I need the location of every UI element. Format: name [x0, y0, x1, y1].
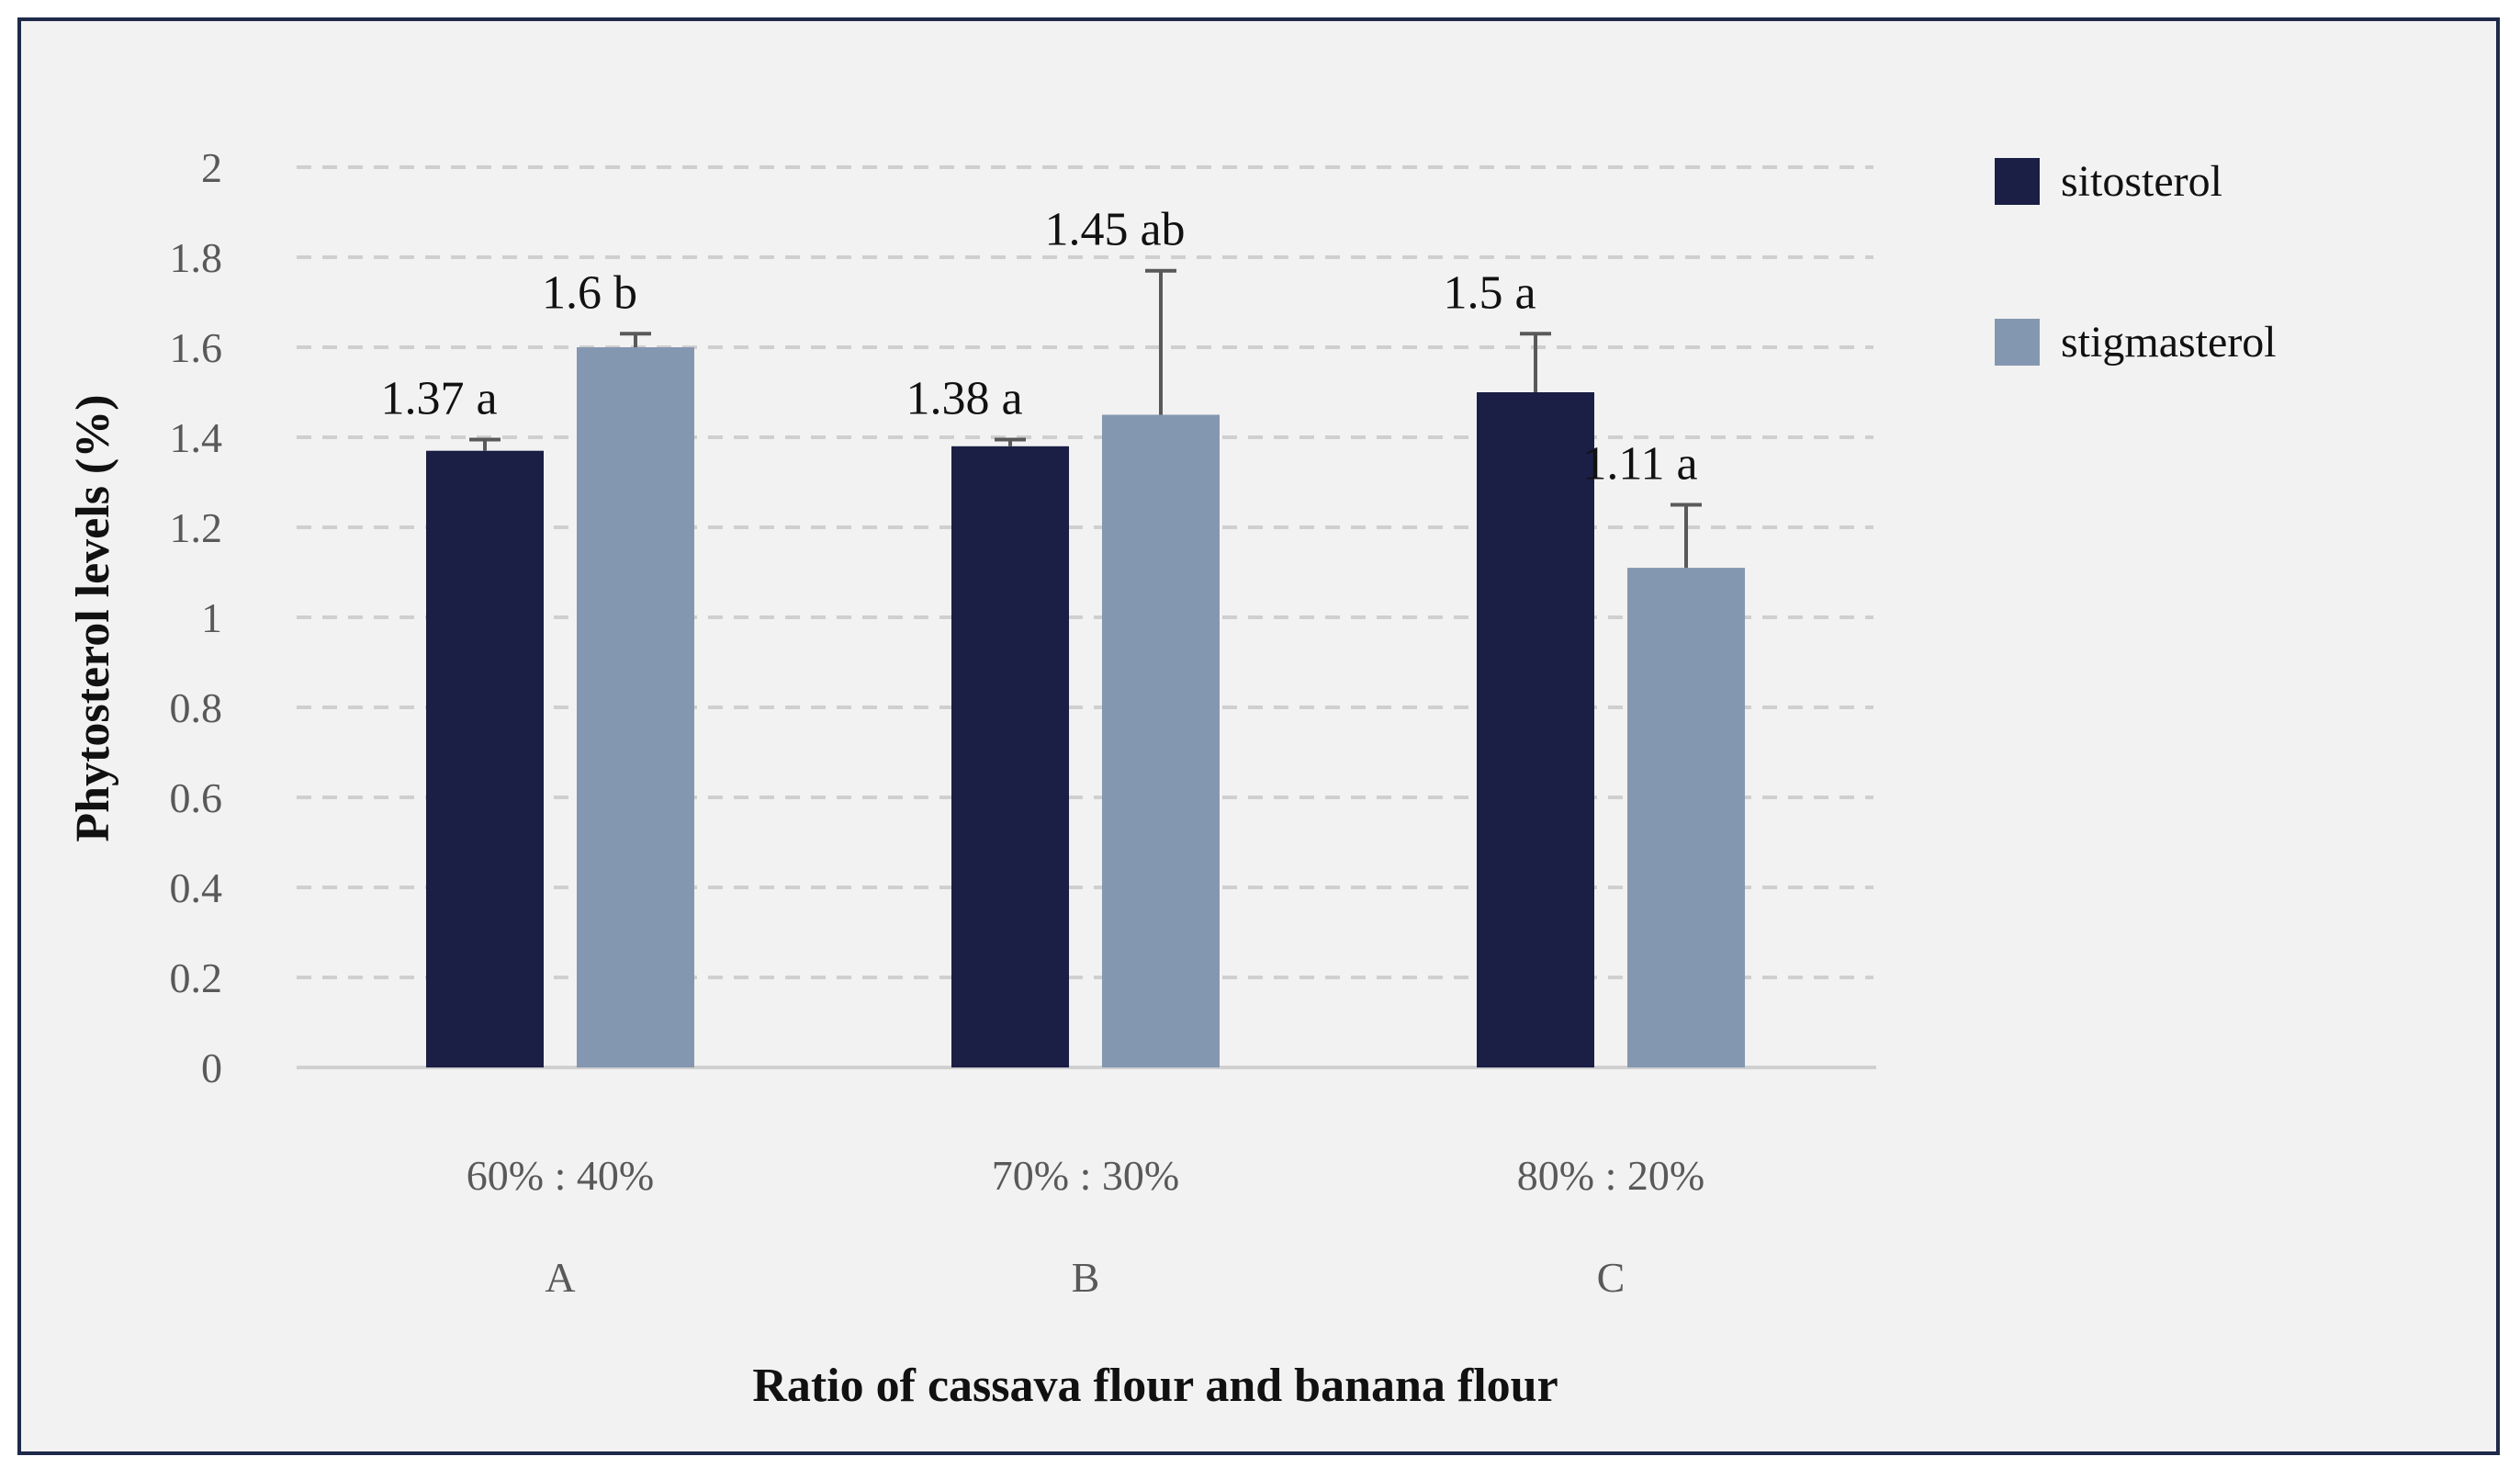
bars	[426, 268, 1745, 1067]
y-tick-label: 1.6	[170, 324, 223, 371]
data-labels: 1.37 a 1.38 a 1.5 a 1.6 b 1.45 ab 1.11 a	[380, 204, 1697, 491]
y-axis-ticks: 0 0.2 0.4 0.6 0.8 1 1.2 1.4 1.6 1.8 2	[170, 144, 223, 1091]
y-axis-title: Phytosterol levels (%)	[67, 394, 119, 841]
legend: sitosterol stigmasterol	[1995, 157, 2277, 367]
legend-swatch-sitosterol	[1995, 158, 2040, 205]
y-tick-label: 0.4	[170, 864, 223, 911]
data-label: 1.11 a	[1582, 438, 1697, 491]
legend-label-stigmasterol: stigmasterol	[2061, 318, 2277, 367]
data-label: 1.45 ab	[1044, 204, 1185, 256]
bar-sitosterol-C	[1477, 392, 1594, 1067]
legend-swatch-stigmasterol	[1995, 319, 2040, 366]
x-group-label: B	[1072, 1254, 1100, 1301]
x-tick-label: 80% : 20%	[1517, 1152, 1704, 1199]
y-tick-label: 1	[201, 594, 222, 641]
legend-label-sitosterol: sitosterol	[2061, 157, 2222, 206]
x-axis-title: Ratio of cassava flour and banana flour	[752, 1360, 1558, 1412]
x-tick-label: 70% : 30%	[992, 1152, 1179, 1199]
gridlines	[297, 165, 1876, 1069]
y-tick-label: 1.2	[170, 504, 223, 551]
bar-stigmasterol-A	[577, 347, 694, 1067]
y-tick-label: 0.6	[170, 774, 223, 821]
y-tick-label: 0.2	[170, 954, 223, 1001]
data-label: 1.5 a	[1443, 266, 1536, 319]
bar-stigmasterol-C	[1627, 568, 1745, 1067]
bar-stigmasterol-B	[1102, 414, 1220, 1067]
x-group-label: C	[1597, 1254, 1626, 1301]
x-axis-ticks: 60% : 40% A 70% : 30% B 80% : 20% C	[467, 1152, 1704, 1301]
data-label: 1.38 a	[906, 372, 1022, 424]
bar-sitosterol-A	[426, 450, 544, 1067]
data-label: 1.6 b	[542, 266, 637, 319]
y-tick-label: 0.8	[170, 684, 223, 731]
bar-sitosterol-B	[951, 446, 1069, 1067]
x-tick-label: 60% : 40%	[467, 1152, 654, 1199]
data-label: 1.37 a	[380, 372, 497, 424]
x-group-label: A	[545, 1254, 575, 1301]
y-tick-label: 1.8	[170, 234, 223, 281]
y-tick-label: 2	[201, 144, 222, 191]
y-tick-label: 0	[201, 1044, 222, 1091]
y-tick-label: 1.4	[170, 414, 223, 461]
